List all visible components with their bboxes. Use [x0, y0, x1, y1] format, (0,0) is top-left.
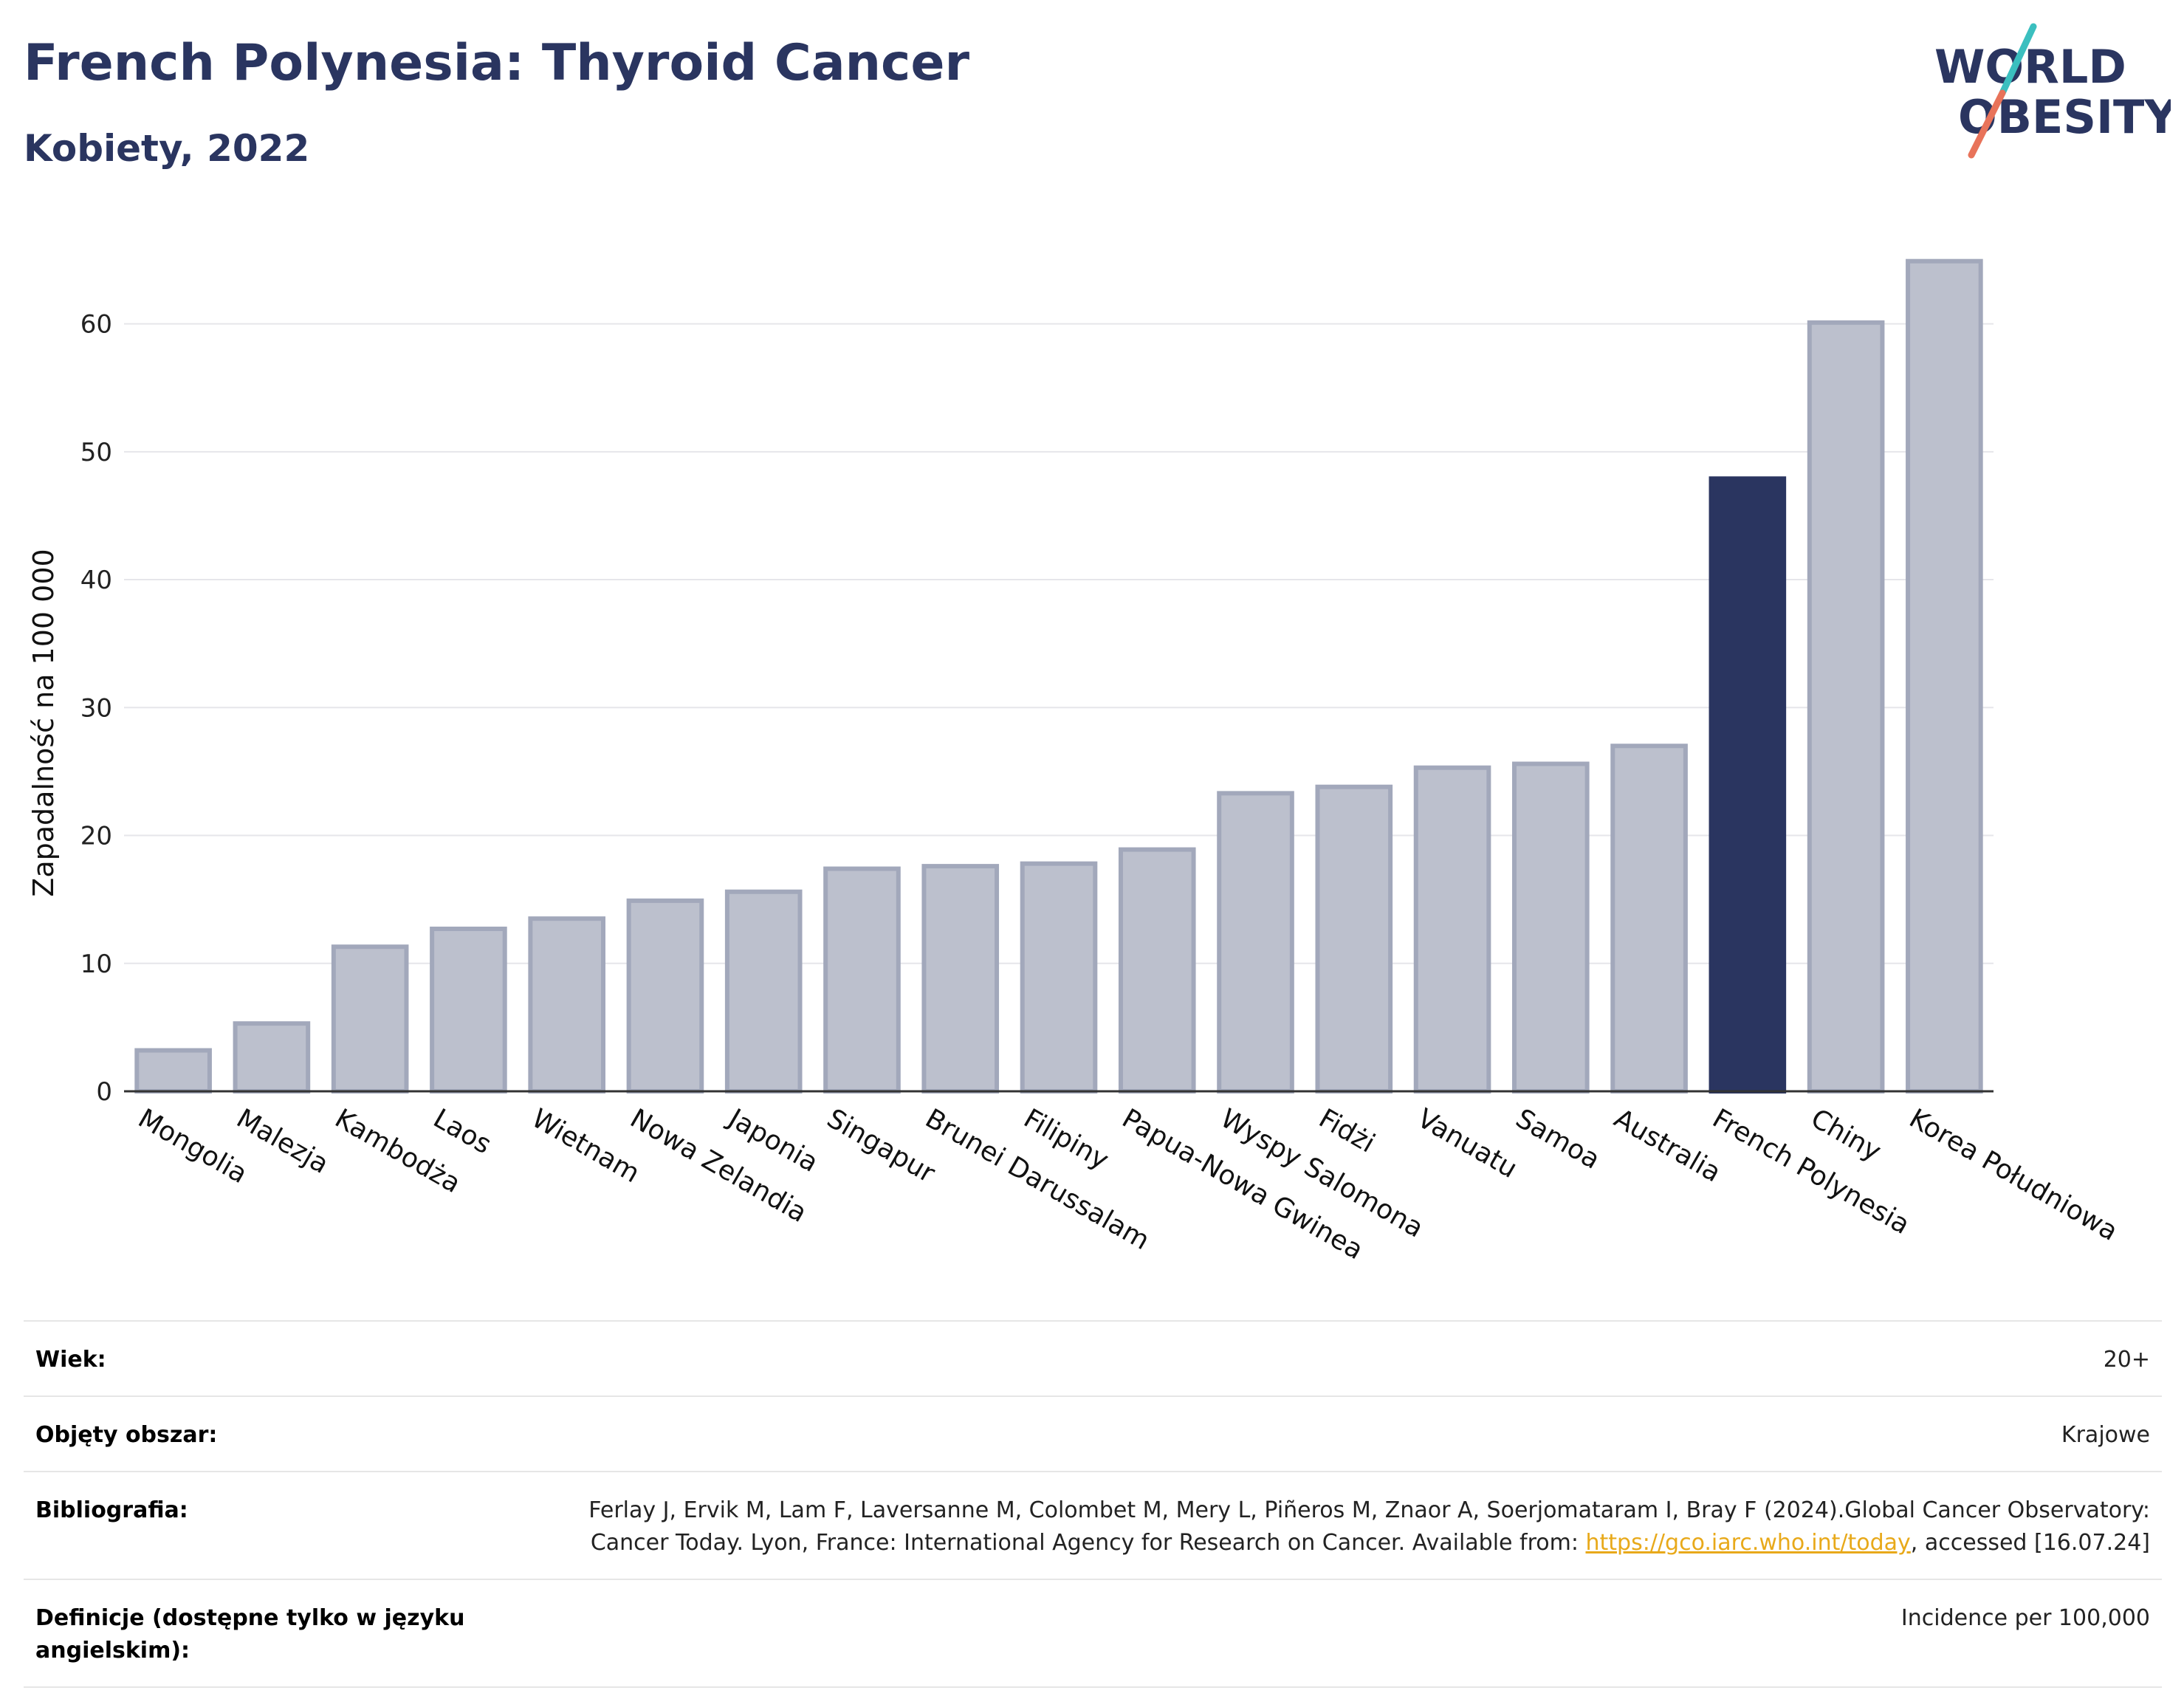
- bibliography-text: Ferlay J, Ervik M, Lam F, Laversanne M, …: [588, 1497, 2150, 1556]
- meta-value-age: 20+: [2103, 1347, 2150, 1373]
- bar-japonia[interactable]: [724, 889, 803, 1094]
- bar-french-polynesia[interactable]: [1709, 476, 1787, 1094]
- logo-slash-top: [1999, 23, 2037, 97]
- x-tick-label: Korea Południowa: [1904, 1103, 2123, 1247]
- bar-malezja[interactable]: [233, 1021, 311, 1094]
- y-tick-label: 0: [96, 1077, 112, 1107]
- meta-row-age: Wiek: 20+: [24, 1320, 2162, 1395]
- y-axis-ticks: 0 10 20 30 40 50 60: [80, 310, 112, 1107]
- meta-value-definitions: Incidence per 100,000: [1900, 1605, 2150, 1631]
- x-tick-label: Wietnam: [526, 1103, 645, 1189]
- y-tick-label: 40: [80, 566, 112, 595]
- x-tick-label: Samoa: [1511, 1103, 1605, 1175]
- chart-title: French Polynesia: Thyroid Cancer: [24, 34, 970, 92]
- chart-subtitle: Kobiety, 2022: [24, 127, 310, 170]
- metadata-table: Wiek: 20+ Objęty obszar: Krajowe Bibliog…: [24, 1320, 2162, 1688]
- logo-slash-bottom: [1968, 89, 2006, 159]
- y-tick-label: 10: [80, 950, 112, 979]
- bar-papua-nowa-gwinea[interactable]: [1118, 847, 1196, 1094]
- bar-korea-południowa[interactable]: [1906, 258, 1983, 1094]
- meta-value-bibliography: Ferlay J, Ervik M, Lam F, Laversanne M, …: [563, 1494, 2150, 1559]
- bar-wyspy-salomona[interactable]: [1217, 791, 1294, 1094]
- bar-laos[interactable]: [430, 926, 507, 1094]
- x-tick-label: Laos: [428, 1103, 496, 1160]
- bar-fidżi[interactable]: [1315, 784, 1393, 1094]
- bar-wietnam[interactable]: [528, 916, 605, 1094]
- y-tick-label: 50: [80, 438, 112, 467]
- bar-samoa[interactable]: [1512, 761, 1590, 1094]
- bar-kambodża[interactable]: [331, 944, 409, 1094]
- bar-mongolia[interactable]: [134, 1048, 212, 1094]
- bar-brunei-darussalam[interactable]: [921, 864, 1000, 1094]
- x-tick-label: Fidżi: [1314, 1103, 1380, 1158]
- meta-label-bibliography: Bibliografia:: [35, 1497, 188, 1523]
- x-tick-label: Singapur: [822, 1103, 940, 1189]
- bar-singapur[interactable]: [823, 866, 901, 1094]
- bar-australia[interactable]: [1610, 744, 1688, 1094]
- meta-label-definitions: Definicje (dostępne tylko w języku angie…: [35, 1605, 465, 1664]
- bibliography-accessed: , accessed [16.07.24]: [1910, 1530, 2150, 1556]
- bar-nowa-zelandia[interactable]: [626, 898, 704, 1094]
- x-tick-label: Vanuatu: [1412, 1103, 1522, 1184]
- meta-row-bibliography: Bibliografia: Ferlay J, Ervik M, Lam F, …: [24, 1471, 2162, 1579]
- world-obesity-logo: WORLD OBESITY: [1934, 23, 2171, 159]
- y-tick-label: 60: [80, 310, 112, 340]
- y-tick-label: 30: [80, 693, 112, 723]
- y-axis-title: Zapadalność na 100 000: [27, 549, 60, 896]
- bar-filipiny[interactable]: [1020, 861, 1098, 1094]
- bibliography-link[interactable]: https://gco.iarc.who.int/today: [1585, 1530, 1911, 1556]
- y-tick-label: 20: [80, 822, 112, 851]
- bar-chiny[interactable]: [1807, 320, 1885, 1094]
- meta-label-area: Objęty obszar:: [35, 1422, 218, 1448]
- x-tick-label: Nowa Zelandia: [625, 1103, 811, 1229]
- bar-vanuatu[interactable]: [1413, 765, 1491, 1094]
- bars: [134, 258, 1983, 1094]
- meta-row-area: Objęty obszar: Krajowe: [24, 1395, 2162, 1471]
- x-tick-label: Australia: [1609, 1103, 1725, 1188]
- x-tick-label: Mongolia: [133, 1103, 253, 1189]
- logo-line1: WORLD: [1934, 40, 2126, 94]
- meta-label-age: Wiek:: [35, 1347, 106, 1373]
- meta-row-definitions: Definicje (dostępne tylko w języku angie…: [24, 1579, 2162, 1688]
- meta-value-area: Krajowe: [2061, 1422, 2150, 1448]
